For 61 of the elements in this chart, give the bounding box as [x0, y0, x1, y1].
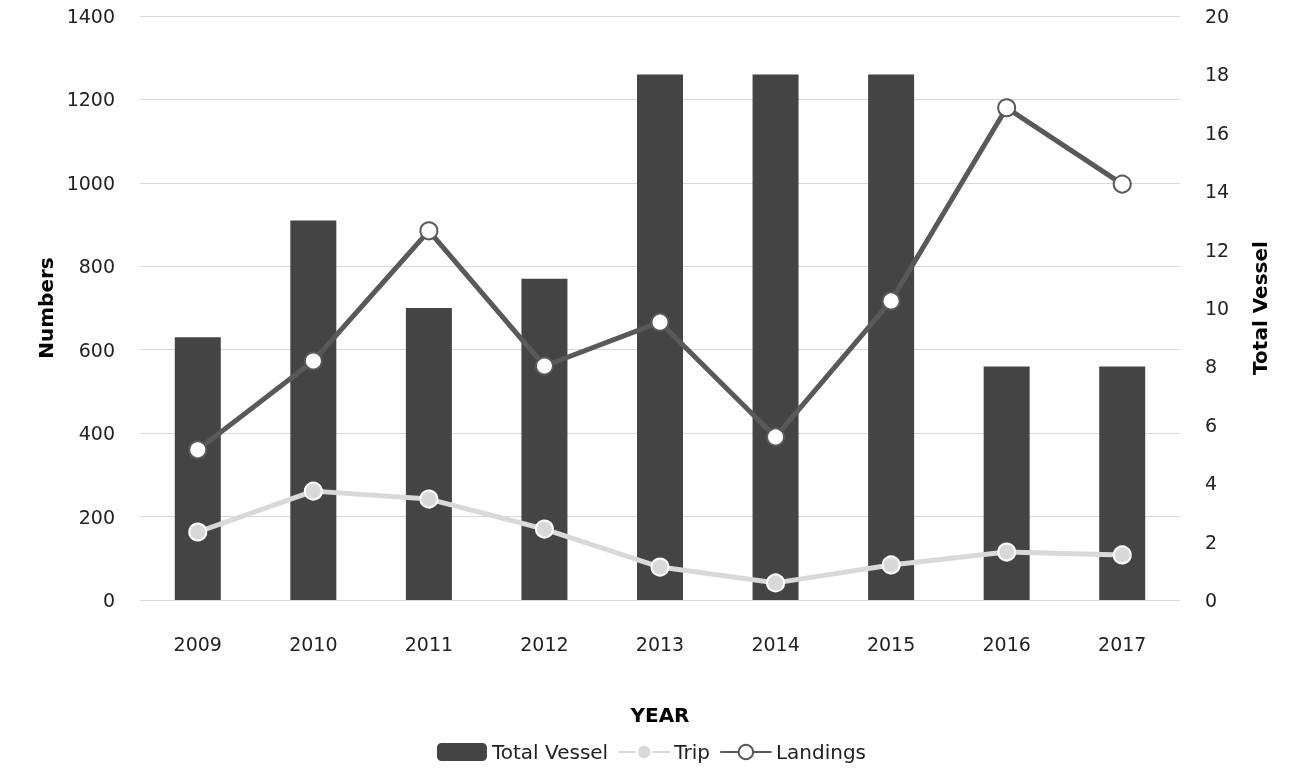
y-tick-label: 0: [102, 589, 115, 611]
y2-tick-label: 6: [1205, 413, 1218, 436]
point: [303, 481, 323, 501]
y2-tick-label: 10: [1205, 297, 1230, 319]
y-tick-label: 800: [78, 255, 115, 278]
point: [188, 522, 208, 542]
y2-tick-label: 14: [1205, 180, 1230, 203]
y-axis-title: Numbers: [33, 257, 58, 359]
point: [766, 573, 786, 593]
bar: [637, 74, 683, 600]
bar: [1099, 366, 1146, 600]
y2-axis-title: Total Vessel: [1248, 241, 1272, 375]
bar: [752, 74, 799, 600]
point: [534, 356, 554, 376]
point: [650, 312, 670, 332]
bar: [983, 366, 1030, 600]
point: [766, 427, 786, 447]
y-tick-label: 1200: [66, 88, 115, 111]
y2-tick-label: 20: [1205, 5, 1230, 27]
bar: [290, 220, 337, 600]
point: [419, 221, 439, 241]
point: [881, 291, 901, 311]
y2-tick-label: 8: [1205, 355, 1218, 378]
y-tick-label: 600: [78, 338, 115, 361]
x-tick-label: 2015: [866, 632, 916, 655]
x-tick-label: 2014: [751, 632, 800, 655]
y-tick-label: 1400: [66, 5, 115, 27]
y2-tick-label: 2: [1205, 530, 1218, 553]
x-tick-label: 2011: [404, 632, 454, 655]
y2-tick-label: 16: [1205, 121, 1230, 144]
bar: [405, 308, 452, 600]
legend-label: Landings: [775, 740, 867, 764]
point: [650, 557, 670, 577]
y2-tick-label: 4: [1205, 472, 1218, 495]
y2-tick-label: 12: [1205, 238, 1230, 261]
point: [881, 555, 901, 575]
y2-tick-label: 18: [1205, 63, 1230, 86]
y-tick-label: 400: [78, 422, 115, 445]
point: [303, 351, 323, 371]
legend-label: Trip: [673, 740, 710, 764]
legend-label: Total Vessel: [490, 740, 609, 764]
point: [1112, 545, 1132, 565]
point: [188, 440, 208, 460]
point: [1112, 174, 1132, 194]
point: [997, 542, 1017, 562]
y-tick-label: 200: [78, 505, 115, 528]
x-axis-title: YEAR: [629, 703, 690, 727]
x-tick-label: 2009: [173, 632, 222, 655]
bar: [521, 278, 568, 600]
y-tick-label: 1000: [66, 171, 115, 194]
point: [997, 98, 1017, 118]
x-tick-label: 2010: [289, 632, 338, 655]
point: [534, 519, 554, 539]
x-tick-label: 2017: [1098, 632, 1147, 655]
y2-tick-label: 0: [1205, 589, 1218, 611]
x-tick-label: 2012: [520, 632, 569, 655]
point: [419, 489, 439, 509]
bar: [868, 74, 915, 600]
x-tick-label: 2013: [635, 632, 685, 655]
x-tick-label: 2016: [982, 632, 1031, 655]
bar: [174, 337, 221, 600]
